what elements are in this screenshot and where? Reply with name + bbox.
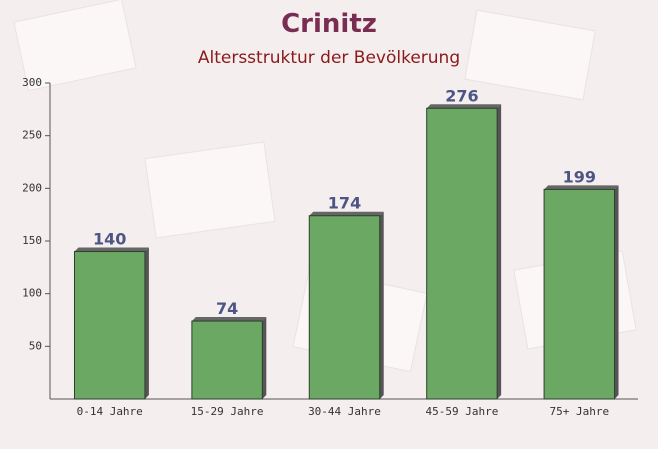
bar — [308, 215, 381, 400]
value-label: 174 — [328, 194, 361, 213]
bar — [191, 320, 263, 400]
bar-shadow — [379, 211, 384, 399]
x-tick-label: 30-44 Jahre — [308, 405, 381, 418]
value-label: 276 — [445, 86, 478, 105]
value-label: 74 — [216, 299, 238, 318]
bar-shadow — [426, 104, 502, 109]
y-tick-label: 300 — [22, 76, 42, 89]
bar — [73, 251, 146, 400]
value-label: 140 — [93, 230, 126, 249]
bar — [426, 107, 498, 400]
y-tick-label: 50 — [29, 339, 42, 352]
bar-shadow — [309, 211, 384, 216]
x-tick-label: 75+ Jahre — [549, 405, 609, 418]
bar-shadow — [144, 247, 149, 399]
chart-title: Crinitz — [281, 9, 377, 39]
bar — [543, 188, 616, 400]
bar-shadow — [191, 317, 267, 322]
bar-shadow — [544, 185, 619, 190]
y-tick-label: 150 — [22, 234, 42, 247]
y-tick-label: 250 — [22, 129, 42, 142]
y-tick-label: 100 — [22, 287, 42, 300]
x-tick-label: 15-29 Jahre — [191, 405, 264, 418]
bar-shadow — [614, 185, 619, 399]
chart-subtitle: Altersstruktur der Bevölkerung — [198, 48, 460, 68]
x-tick-label: 45-59 Jahre — [425, 405, 498, 418]
value-label: 199 — [563, 167, 596, 186]
bar-shadow — [497, 104, 502, 399]
bar-shadow — [262, 317, 267, 399]
bar-shadow — [74, 247, 149, 252]
x-tick-label: 0-14 Jahre — [77, 405, 143, 418]
y-tick-label: 200 — [22, 181, 42, 194]
